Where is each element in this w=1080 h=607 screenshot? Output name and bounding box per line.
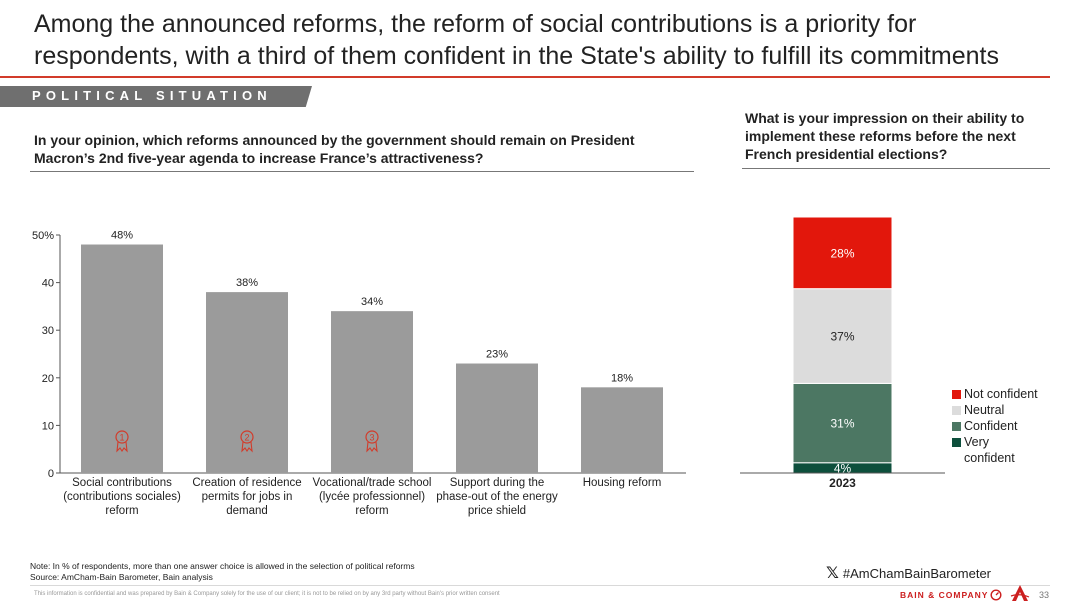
right-question: What is your impression on their ability…: [745, 110, 1025, 162]
bar-data-label: 34%: [361, 296, 383, 308]
hashtag-text: #AmChamBainBarometer: [842, 565, 992, 581]
left-question: In your opinion, which reforms announced…: [34, 132, 635, 166]
category-label: Housing reform: [582, 477, 662, 489]
bar-data-label: 23%: [486, 349, 508, 361]
confidence-legend: Not confident Neutral Confident Very con…: [952, 386, 1064, 466]
bar: [456, 363, 538, 473]
bar: [331, 311, 413, 473]
rank-badge-icon: 1: [115, 430, 129, 453]
left-question-divider: [30, 171, 694, 172]
category-label: Social contributions (contributions soci…: [63, 477, 181, 517]
y-tick-label: 50%: [32, 230, 54, 242]
legend-swatch-neutral: [952, 406, 961, 415]
right-question-divider: [742, 168, 1050, 169]
brand-circle-icon: [990, 589, 1002, 601]
category-label: Vocational/trade school (lycée professio…: [312, 477, 432, 517]
legend-swatch-very-confident: [952, 438, 961, 447]
x-category-label: 2023: [829, 476, 856, 490]
section-tag: POLITICAL SITUATION: [0, 86, 312, 107]
bar: [206, 292, 288, 473]
y-tick-label: 20: [42, 373, 54, 385]
legend-swatch-not-confident: [952, 390, 961, 399]
legend-item-confident: Confident: [952, 418, 1064, 434]
category-label: Creation of residence permits for jobs i…: [192, 477, 302, 517]
segment-data-label: 37%: [830, 330, 854, 344]
bar: [81, 244, 163, 473]
bar: [581, 387, 663, 473]
bar-data-label: 18%: [611, 372, 633, 384]
badge-circle: [365, 430, 379, 444]
segment-data-label: 31%: [830, 417, 854, 431]
brand-name: BAIN & COMPANY: [900, 590, 989, 600]
stack-segment: [792, 288, 893, 384]
segment-data-label: 28%: [830, 246, 854, 260]
bar-data-label: 48%: [111, 230, 133, 242]
footnote: Note: In % of respondents, more than one…: [30, 561, 415, 583]
legend-label: Confident: [964, 419, 1018, 433]
section-tag-label: POLITICAL SITUATION: [32, 88, 272, 103]
x-logo-icon: 𝕏: [826, 565, 839, 582]
y-tick-label: 40: [42, 278, 54, 290]
confidence-stacked-chart: 4% 31% 37% 28% 2023: [740, 216, 945, 490]
rank-number: 1: [119, 433, 124, 443]
rank-badge-icon: 3: [365, 430, 379, 453]
badge-ribbon: [241, 441, 253, 453]
disclaimer: This information is confidential and was…: [34, 591, 500, 597]
hashtag: 𝕏 #AmChamBainBarometer: [826, 563, 991, 583]
note-text: Note: In % of respondents, more than one…: [30, 561, 415, 571]
stack-segment: [792, 382, 893, 464]
bar-data-label: 38%: [236, 277, 258, 289]
source-text: Source: AmCham-Bain Barometer, Bain anal…: [30, 572, 213, 582]
rank-number: 2: [244, 433, 249, 443]
title-divider: [0, 76, 1050, 78]
footer-divider: [30, 585, 1050, 586]
legend-label: Neutral: [964, 403, 1005, 417]
badge-ribbon: [366, 441, 378, 453]
category-label: Support during the phase-out of the ener…: [436, 477, 558, 517]
legend-item-not-confident: Not confident: [952, 386, 1064, 402]
legend-swatch-confident: [952, 422, 961, 431]
legend-item-neutral: Neutral: [952, 402, 1064, 418]
amcham-logo-icon: [1010, 585, 1030, 601]
badge-ribbon: [116, 441, 128, 453]
segment-data-label: 4%: [834, 461, 852, 475]
legend-label: Not confident: [964, 387, 1038, 401]
stack-segment: [792, 216, 893, 290]
rank-badge-icon: 2: [240, 430, 254, 453]
y-tick-label: 30: [42, 325, 54, 337]
legend-label: Very confident: [964, 435, 1015, 465]
y-tick-label: 0: [48, 468, 54, 480]
page-title: Among the announced reforms, the reform …: [34, 10, 999, 70]
y-tick-label: 10: [42, 420, 54, 432]
badge-circle: [240, 430, 254, 444]
rank-number: 3: [369, 433, 374, 443]
reforms-bar-chart: 0 10 20 30 40 50% 48% 1 38% 2 34% 3 23% 18%: [32, 230, 686, 480]
page-number: 33: [1039, 590, 1050, 600]
legend-item-very-confident: Very confident: [952, 434, 1064, 466]
badge-circle: [115, 430, 129, 444]
